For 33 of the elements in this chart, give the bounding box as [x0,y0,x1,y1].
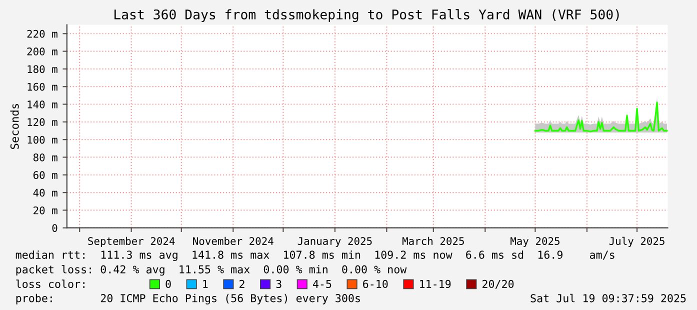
legend-label: 20/20 [482,280,514,289]
legend-label: 2 [240,280,244,288]
y-axis-title: Seconds [10,104,19,149]
y-tick-label: 160 m [28,82,58,91]
text: probe: 20 ICMP Echo Pings (56 Bytes) every 300s [16,294,360,304]
x-tick-label: January 2025 [298,237,372,248]
legend-label: 6-10 [363,280,388,288]
legend-label: 1 [203,280,208,288]
y-tick-label: 140 m [28,100,58,108]
y-tick-label: 200 m [27,48,58,56]
y-tick-label: 120 m [28,118,58,126]
legend-label: 0 [166,280,171,288]
y-tick-label: 80 m [33,153,58,162]
x-tick-label: May 2025 [510,237,560,248]
y-tick-label: 100 m [28,136,58,144]
y-tick-label: 40 m [33,188,58,197]
y-tick-label: 20 m [34,206,58,214]
legend-title: loss color: [16,280,84,288]
x-tick-label: July 2025 [609,236,664,248]
legend-label: 3 [276,280,282,288]
y-tick-label: 60 m [33,171,58,180]
x-tick-label: March 2025 [402,236,464,245]
x-tick-label: September 2024 [88,236,175,248]
text: Sat Jul 19 09:37:59 2025 [530,294,686,302]
x-tick-label: November 2024 [193,236,274,245]
text: median rtt: 111.3 ms avg 141.8 ms max 107.8 ms min 109.2 ms now 6.6 ms sd 16.9 am/s [16,250,614,262]
y-tick-label: 180 m [28,65,58,74]
y-tick-label: 0 [52,224,58,232]
text: packet loss: 0.42 % avg 11.55 % max 0.00 % min 0.00 % now [16,265,407,276]
legend-label: 11-19 [420,280,451,288]
chart-title: Last 360 Days from tdssmokeping to Post Falls Yard WAN (VRF 500) [114,9,619,22]
legend-label: 4-5 [312,280,332,288]
y-tick-label: 220 m [27,30,58,38]
